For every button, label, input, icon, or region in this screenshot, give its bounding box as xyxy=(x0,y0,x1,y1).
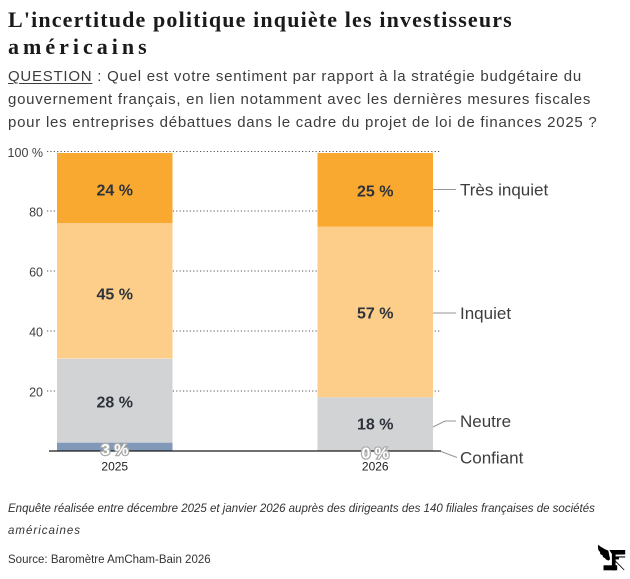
svg-text:20: 20 xyxy=(29,385,43,399)
svg-text:28 %: 28 % xyxy=(97,395,133,412)
svg-text:Neutre: Neutre xyxy=(460,412,511,431)
svg-text:2026: 2026 xyxy=(362,460,389,474)
svg-text:2025: 2025 xyxy=(101,460,128,474)
svg-text:57 %: 57 % xyxy=(357,306,393,323)
svg-text:Confiant: Confiant xyxy=(460,449,524,468)
svg-text:45 %: 45 % xyxy=(97,287,133,304)
svg-text:25 %: 25 % xyxy=(357,184,393,201)
svg-text:Très inquiet: Très inquiet xyxy=(460,181,548,200)
svg-text:24 %: 24 % xyxy=(97,183,133,200)
svg-text:3 %: 3 % xyxy=(101,442,129,459)
svg-text:0 %: 0 % xyxy=(361,446,389,463)
svg-text:80: 80 xyxy=(29,205,43,219)
svg-text:40: 40 xyxy=(29,325,43,339)
svg-text:60: 60 xyxy=(29,265,43,279)
svg-text:100 %: 100 % xyxy=(8,146,43,160)
svg-text:18 %: 18 % xyxy=(357,417,393,434)
svg-text:Inquiet: Inquiet xyxy=(460,304,511,323)
